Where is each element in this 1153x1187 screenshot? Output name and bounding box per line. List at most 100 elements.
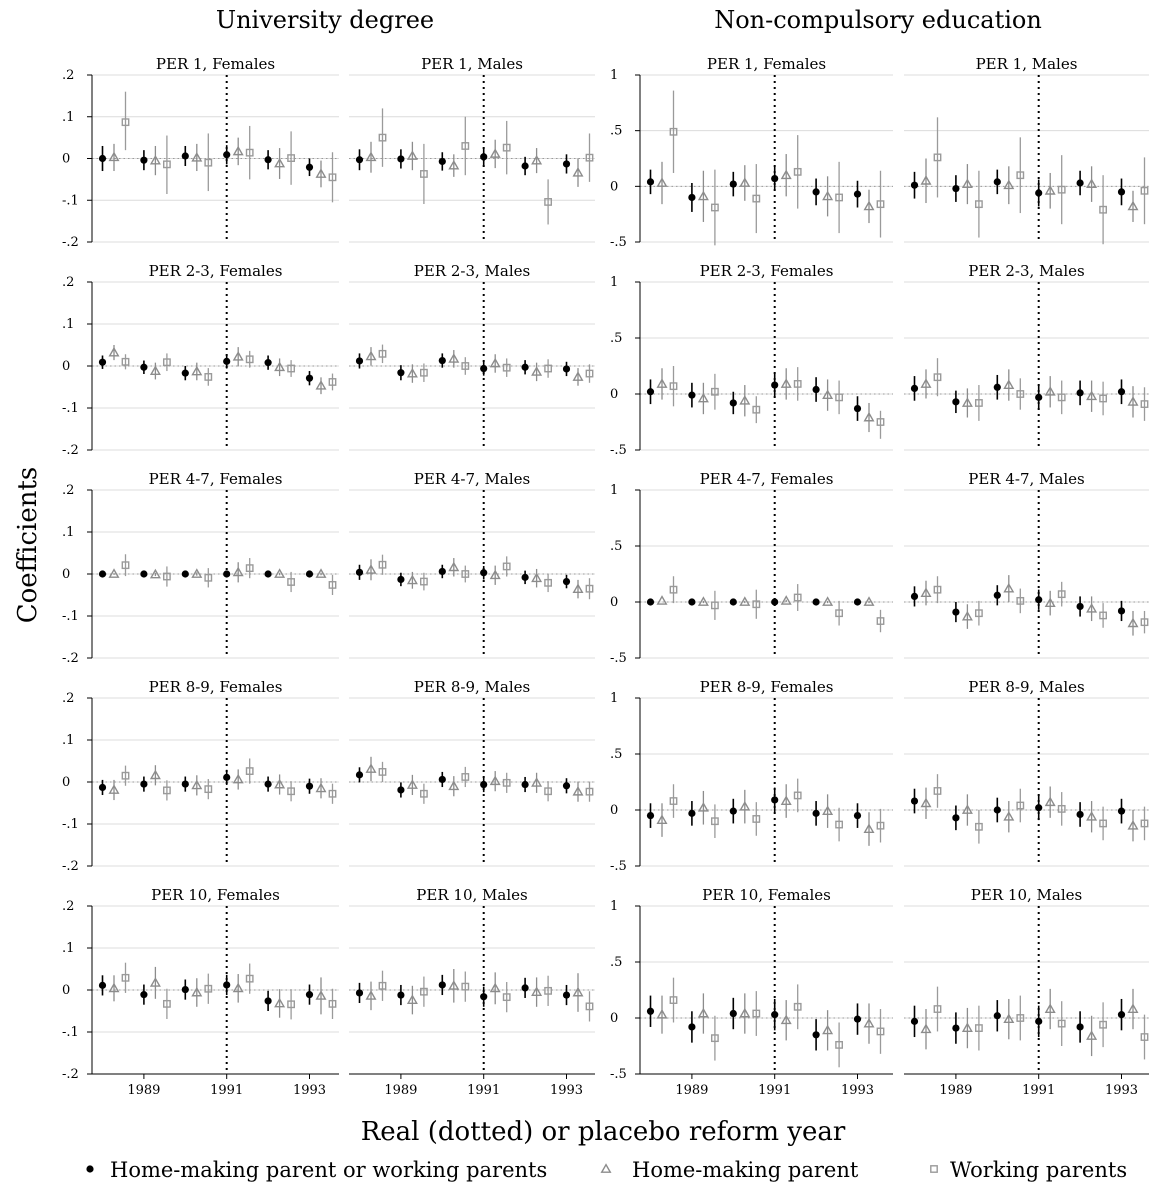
point-square <box>876 200 885 209</box>
point-triangle <box>406 574 418 585</box>
point-circle <box>952 814 960 822</box>
point-circle <box>223 151 231 159</box>
point-circle <box>688 809 696 817</box>
point-square <box>461 570 470 578</box>
point-triangle <box>448 561 460 572</box>
point-circle <box>223 570 231 578</box>
point-triangle <box>961 1022 973 1033</box>
point-square <box>975 200 983 209</box>
point-circle <box>910 592 919 601</box>
point-square <box>378 768 387 776</box>
panel-2-4: PER 2-3, Males <box>904 262 1149 451</box>
x-tick-label: 1989 <box>675 1083 708 1098</box>
point-triangle <box>448 980 460 990</box>
point-square <box>204 573 213 582</box>
point-square <box>544 198 553 206</box>
point-triangle <box>863 823 875 833</box>
point-circle <box>397 155 405 163</box>
point-square <box>461 773 470 781</box>
y-tick-label: -.2 <box>62 859 79 874</box>
point-circle <box>771 381 779 389</box>
point-triangle <box>365 564 377 574</box>
panel-4-4: PER 8-9, Males <box>904 678 1149 867</box>
point-triangle <box>1003 811 1015 821</box>
point-triangle <box>863 1017 875 1028</box>
panel-grid: PER 1, Females .2 .1 0 -.1 -.2 PER 1, Males PER… <box>62 55 1149 1098</box>
point-circle <box>1117 188 1126 196</box>
y-tick-label: 1 <box>610 899 618 914</box>
panel-title: PER 8-9, Males <box>968 678 1084 696</box>
point-square <box>1057 804 1066 813</box>
point-triangle <box>572 986 584 997</box>
point-triangle <box>1127 617 1139 628</box>
point-square <box>835 393 844 402</box>
point-square <box>204 984 213 993</box>
point-triangle <box>1086 811 1098 821</box>
point-triangle <box>1044 796 1056 807</box>
point-circle <box>264 156 272 164</box>
point-triangle <box>232 145 244 156</box>
point-circle <box>140 570 148 578</box>
point-triangle <box>406 150 418 160</box>
point-circle <box>305 570 314 578</box>
point-circle <box>646 178 655 186</box>
point-square <box>711 203 719 212</box>
point-circle <box>1035 189 1043 197</box>
panel-1-3: PER 1, Females 1 .5 0 -.5 <box>610 55 893 250</box>
y-tick-label: .5 <box>610 955 622 970</box>
point-triangle <box>780 169 792 180</box>
point-square <box>378 560 387 569</box>
point-circle <box>264 570 272 578</box>
y-tick-label: -.5 <box>610 235 627 250</box>
point-circle <box>1076 1023 1084 1031</box>
y-tick-label: .2 <box>62 899 74 914</box>
point-triangle <box>961 610 973 621</box>
panel-title: PER 4-7, Males <box>968 470 1084 488</box>
panel-title: PER 10, Females <box>702 886 831 904</box>
point-square <box>502 993 511 1002</box>
y-tick-label: -.1 <box>62 817 79 832</box>
point-triangle <box>572 371 584 381</box>
x-axis-label: Real (dotted) or placebo reform year <box>361 1117 846 1147</box>
panel-3-1: PER 4-7, Females .2 .1 0 -.1 -.2 <box>62 470 339 666</box>
point-triangle <box>1003 379 1015 389</box>
point-circle <box>140 156 148 164</box>
panel-title: PER 4-7, Males <box>414 470 530 488</box>
point-square <box>287 787 295 796</box>
point-triangle <box>572 166 584 177</box>
panel-1-2: PER 1, Males <box>349 55 595 243</box>
point-circle <box>729 180 737 188</box>
point-circle <box>223 357 231 365</box>
panel-1-1: PER 1, Females .2 .1 0 -.1 -.2 <box>62 55 339 250</box>
point-circle <box>688 1023 696 1031</box>
point-triangle <box>365 763 377 773</box>
point-square <box>121 973 130 982</box>
point-square <box>585 787 594 796</box>
point-triangle <box>489 775 501 786</box>
point-square <box>121 118 130 127</box>
point-square <box>1140 186 1149 195</box>
point-triangle <box>531 986 543 997</box>
point-square <box>328 173 337 182</box>
point-circle <box>812 1031 820 1039</box>
x-tick-label: 1991 <box>1022 1083 1055 1098</box>
point-circle <box>1076 810 1084 819</box>
y-tick-label: 1 <box>610 691 618 706</box>
point-square <box>1099 394 1108 403</box>
point-triangle <box>920 587 932 597</box>
y-tick-label: 1 <box>610 483 618 498</box>
point-triangle <box>822 1024 834 1035</box>
point-square <box>162 786 171 795</box>
point-triangle <box>961 804 973 814</box>
point-circle <box>562 160 571 168</box>
point-square <box>1099 611 1108 620</box>
y-tick-label: -.5 <box>610 651 627 666</box>
point-square <box>876 617 885 625</box>
point-triangle <box>920 175 932 185</box>
point-square <box>204 785 213 794</box>
panel-title: PER 1, Males <box>421 55 523 73</box>
point-square <box>544 364 553 373</box>
point-triangle <box>780 1014 792 1025</box>
point-square <box>933 787 942 795</box>
point-triangle <box>1127 396 1139 406</box>
